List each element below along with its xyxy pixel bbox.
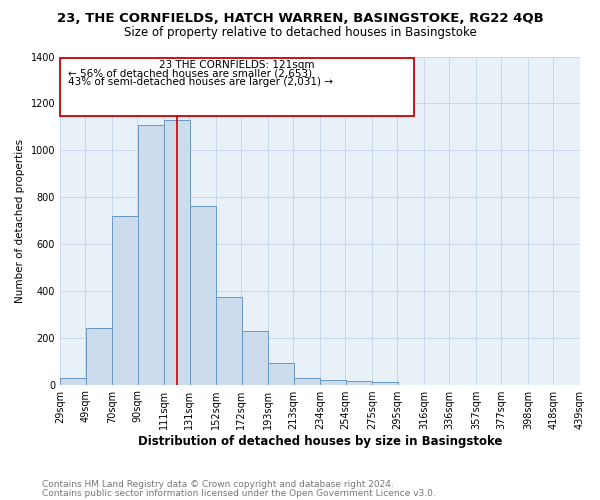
Text: Contains public sector information licensed under the Open Government Licence v3: Contains public sector information licen…	[42, 488, 436, 498]
Bar	[190, 206, 216, 384]
Bar	[86, 328, 112, 384]
Bar	[242, 331, 268, 384]
Bar	[216, 296, 242, 384]
Bar	[320, 380, 346, 384]
Bar	[346, 381, 372, 384]
Bar	[268, 364, 295, 384]
Text: 23 THE CORNFIELDS: 121sqm: 23 THE CORNFIELDS: 121sqm	[159, 60, 315, 70]
Text: 23, THE CORNFIELDS, HATCH WARREN, BASINGSTOKE, RG22 4QB: 23, THE CORNFIELDS, HATCH WARREN, BASING…	[56, 12, 544, 26]
Y-axis label: Number of detached properties: Number of detached properties	[15, 138, 25, 302]
Bar	[293, 378, 320, 384]
Bar	[137, 125, 164, 384]
Text: ← 56% of detached houses are smaller (2,653): ← 56% of detached houses are smaller (2,…	[68, 68, 312, 78]
X-axis label: Distribution of detached houses by size in Basingstoke: Distribution of detached houses by size …	[138, 434, 502, 448]
Text: 43% of semi-detached houses are larger (2,031) →: 43% of semi-detached houses are larger (…	[68, 77, 332, 87]
Bar	[164, 120, 190, 384]
Bar	[112, 216, 139, 384]
FancyBboxPatch shape	[60, 58, 414, 116]
Bar	[60, 378, 86, 384]
Text: Contains HM Land Registry data © Crown copyright and database right 2024.: Contains HM Land Registry data © Crown c…	[42, 480, 394, 489]
Text: Size of property relative to detached houses in Basingstoke: Size of property relative to detached ho…	[124, 26, 476, 39]
Bar	[372, 382, 398, 384]
